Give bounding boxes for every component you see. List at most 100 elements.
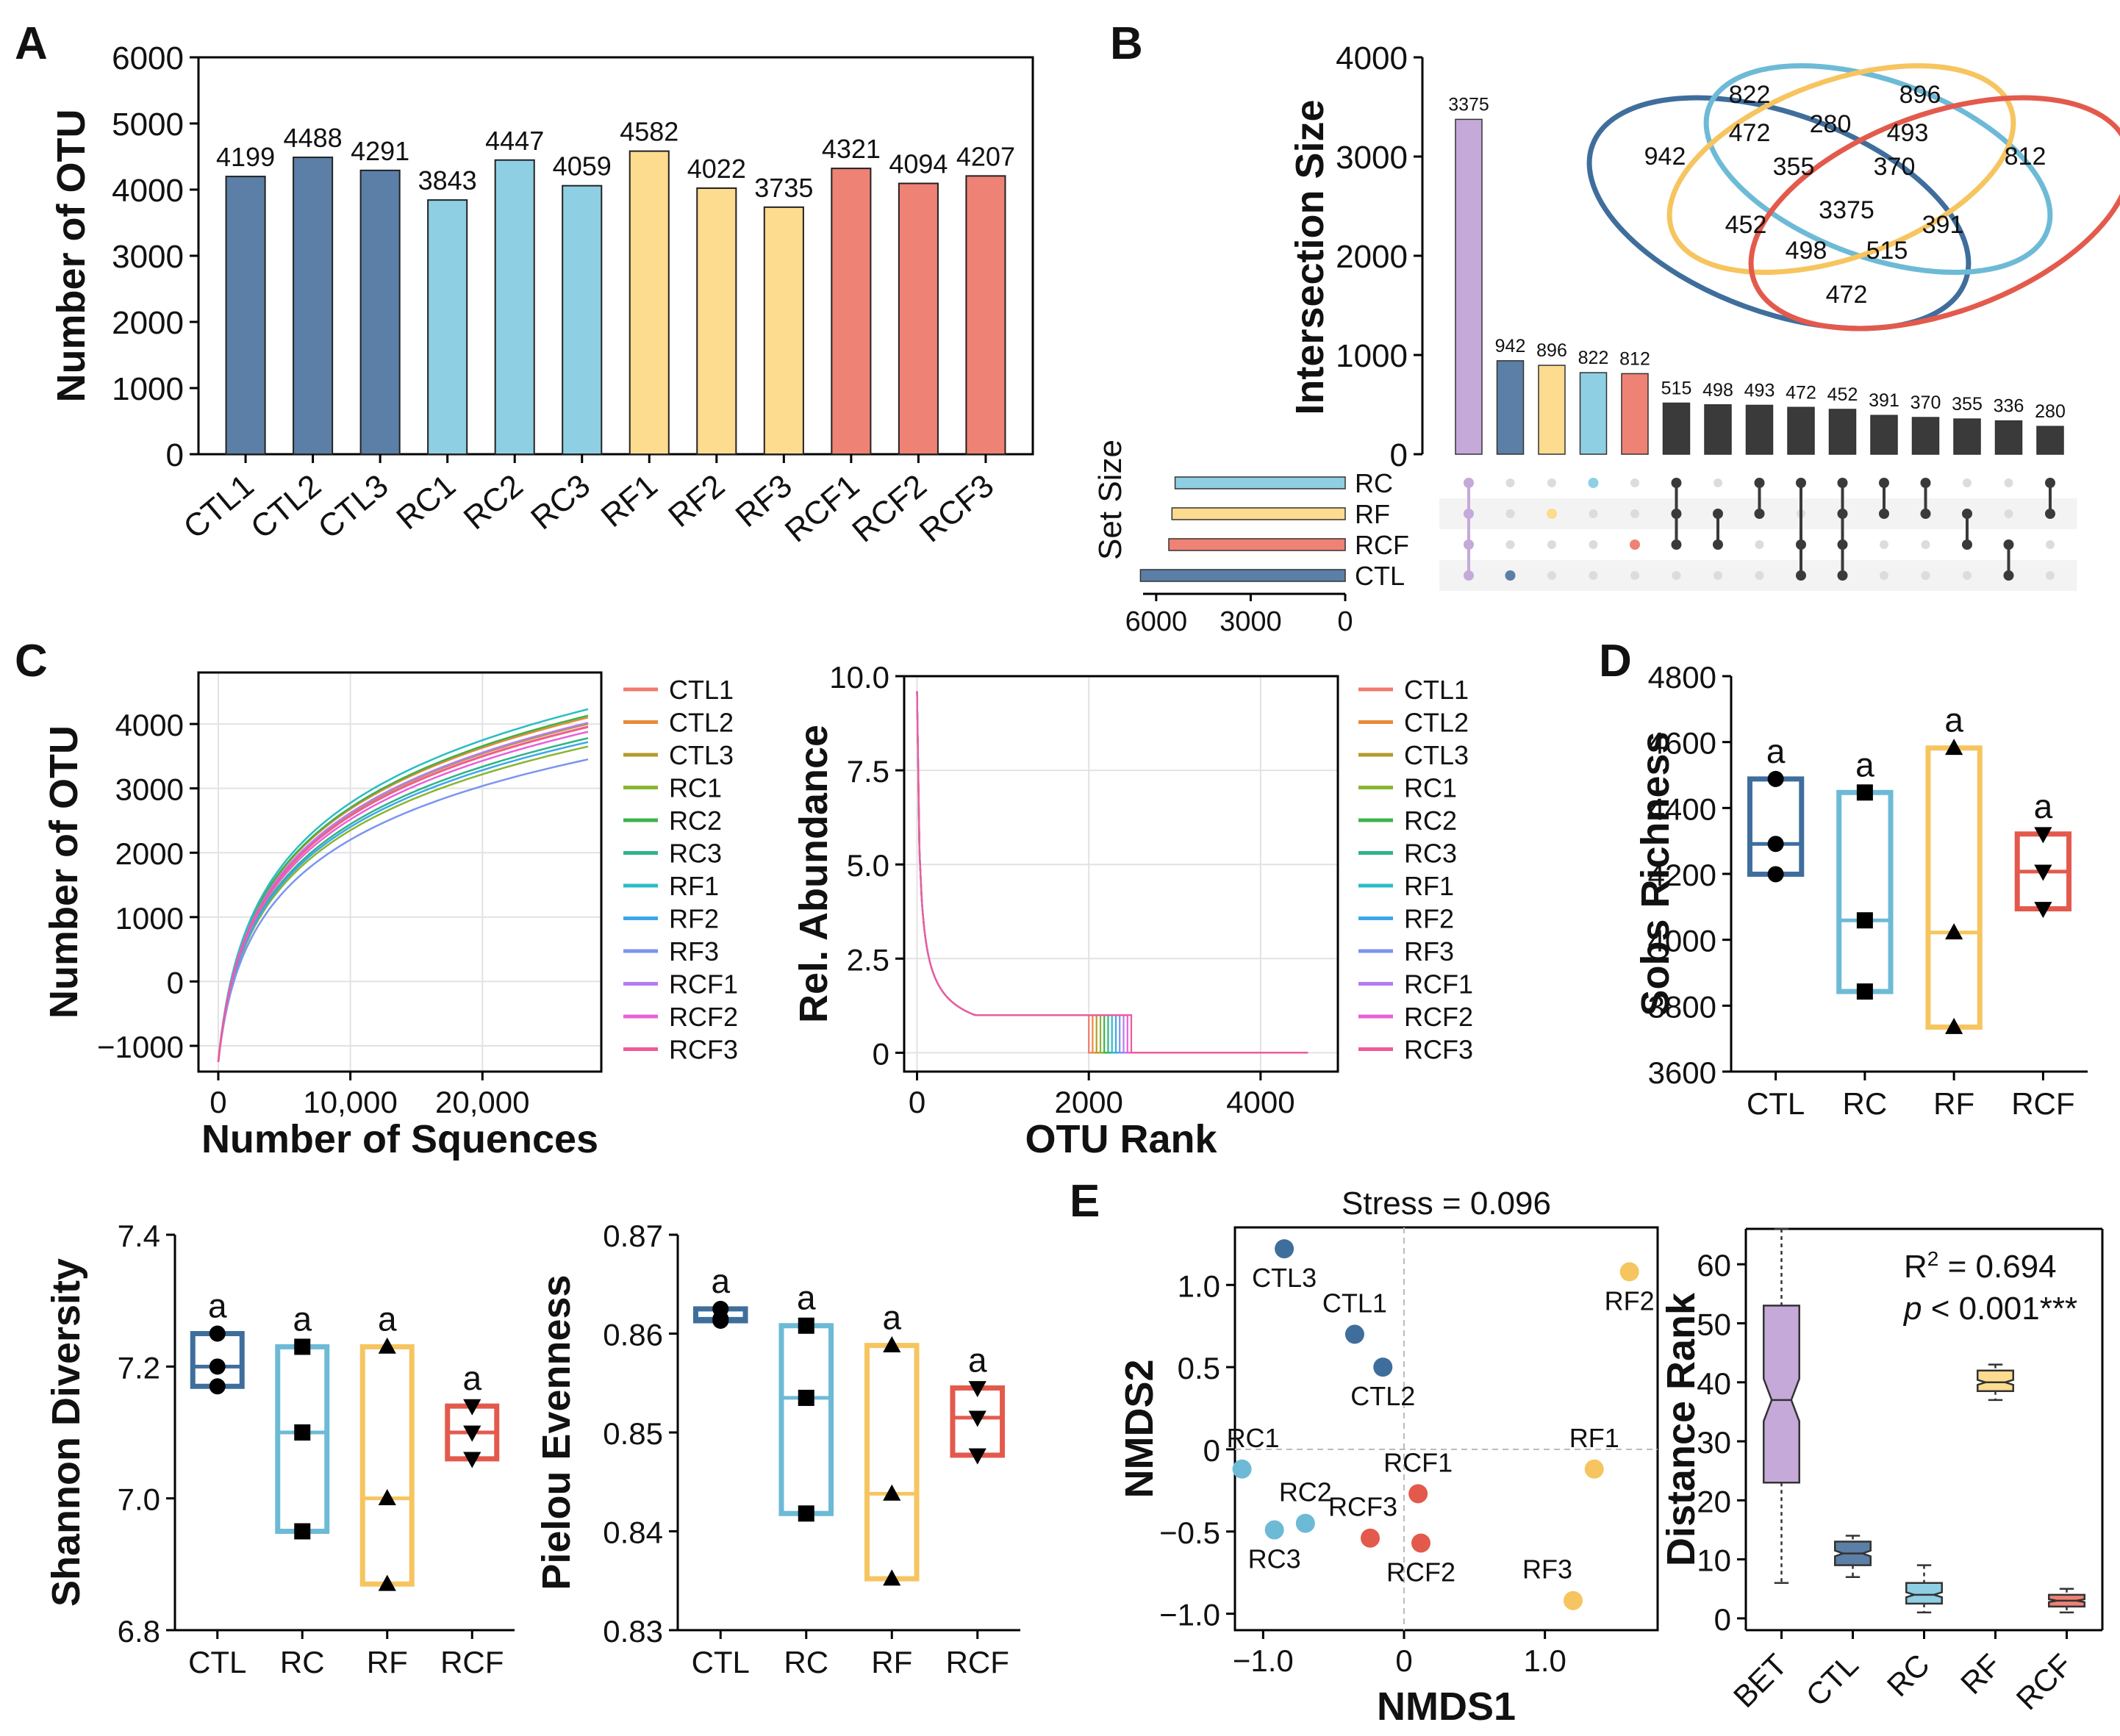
x-axis-label: Number of Squences	[201, 1117, 598, 1161]
significance-letter: a	[711, 1262, 730, 1300]
x-tick-label: RC1	[390, 467, 462, 537]
bar	[965, 175, 1006, 455]
legend-label: RC1	[1404, 773, 1457, 803]
y-tick-label: 0.5	[1178, 1351, 1220, 1385]
set-size-tick-label: 0	[1337, 606, 1353, 637]
intersection-bar	[1787, 406, 1815, 455]
x-tick-label: RC	[784, 1645, 828, 1679]
data-point	[1945, 923, 1963, 940]
matrix-dot	[1755, 540, 1764, 549]
data-point	[1295, 1513, 1315, 1533]
box	[1836, 789, 1894, 994]
y-axis-label: Number of OTU	[49, 110, 93, 403]
series-line	[916, 691, 1308, 1054]
sobs-richness-boxplot: 3600 3800 4000 4200 4400 4600 4800 Sobs Richnes…	[1633, 660, 2088, 1121]
legend-label: CTL2	[669, 708, 734, 738]
set-size-bar	[1174, 476, 1346, 489]
venn-count: 355	[1773, 153, 1815, 181]
matrix-dot	[1547, 571, 1556, 580]
x-tick-label: CTL2	[244, 467, 328, 546]
data-point	[1411, 1533, 1430, 1553]
data-point	[968, 1381, 986, 1398]
box	[359, 1344, 415, 1587]
panel-label-a: A	[15, 18, 48, 69]
x-tick-label: 0	[210, 1085, 226, 1119]
legend-label: CTL1	[1404, 675, 1469, 705]
data-point	[1361, 1528, 1380, 1548]
set-size-tick-label: 6000	[1125, 606, 1188, 637]
legend-label: CTL3	[669, 740, 734, 770]
venn-ellipse-rf	[1666, 63, 2016, 275]
y-axis-label: NMDS2	[1117, 1359, 1161, 1498]
data-point	[1584, 1459, 1604, 1479]
x-tick-label: 0	[1395, 1643, 1412, 1678]
significance-letter: a	[378, 1299, 397, 1338]
data-point	[294, 1424, 311, 1441]
y-tick-label: 3000	[115, 772, 184, 807]
set-label: RC	[1355, 468, 1393, 498]
x-tick-label: CTL	[1800, 1647, 1865, 1712]
matrix-dot	[1963, 478, 1972, 487]
point-label: RCF1	[1383, 1447, 1453, 1477]
y-tick-label: 4000	[112, 173, 184, 209]
point-label: RCF2	[1386, 1557, 1455, 1587]
set-size-bar	[1139, 569, 1346, 582]
data-point	[712, 1300, 729, 1317]
y-axis-label: Pielou Evenness	[534, 1274, 579, 1590]
x-axis-label: OTU Rank	[1025, 1117, 1217, 1161]
venn-ellipse-rc	[1703, 63, 2053, 275]
y-tick-label: 0.84	[603, 1516, 663, 1550]
data-point	[2034, 827, 2052, 844]
x-tick-label: RCF3	[913, 467, 1001, 549]
venn-count: 493	[1887, 119, 1929, 147]
y-tick-label: 7.5	[847, 754, 889, 789]
intersection-bar	[1455, 118, 1483, 455]
significance-letter: a	[882, 1299, 901, 1337]
x-tick-label: RCF	[2010, 1647, 2079, 1716]
y-axis-label: Number of OTU	[42, 725, 86, 1019]
data-point	[798, 1317, 814, 1334]
matrix-dot	[1505, 509, 1515, 518]
set-size-bar	[1168, 538, 1346, 551]
series-line	[916, 691, 1308, 1054]
series-line	[916, 691, 1308, 1054]
matrix-dot	[2004, 478, 2013, 487]
x-tick-label: RCF	[2011, 1086, 2074, 1121]
venn-count: 452	[1725, 211, 1767, 239]
matrix-dot	[1547, 540, 1556, 549]
y-axis-label: Rel. Abundance	[792, 725, 836, 1023]
x-tick-label: CTL1	[177, 467, 261, 546]
significance-letter: a	[968, 1341, 987, 1379]
bar-value-label: 498	[1702, 380, 1733, 401]
plot-frame	[1233, 1226, 1659, 1632]
venn-count: 942	[1644, 143, 1686, 171]
series-line	[916, 691, 1308, 1054]
point-label: RF2	[1605, 1285, 1655, 1316]
bar	[898, 182, 939, 455]
point-label: RF3	[1522, 1554, 1572, 1585]
bar-value-label: 391	[1869, 390, 1899, 411]
y-tick-label: 0	[167, 965, 184, 1000]
intersection-bar	[1496, 360, 1525, 455]
legend-label: CTL2	[1404, 708, 1469, 738]
y-tick-label: 4600	[1648, 726, 1716, 761]
data-point	[378, 1337, 396, 1354]
legend-label: CTL1	[669, 675, 734, 705]
panel-label-c: C	[15, 636, 48, 686]
matrix-dot	[1630, 509, 1639, 518]
venn-count: 896	[1899, 81, 1941, 109]
distance-rank-boxplot: 0 10 20 30 40 50 60 Distance Rank BET CTL RC RF RCF R…	[1659, 1227, 2104, 1716]
y-tick-label: 7.4	[118, 1219, 160, 1253]
set-size-bar	[1171, 507, 1346, 520]
x-tick-label: RCF	[946, 1645, 1009, 1679]
venn-count: 515	[1866, 237, 1908, 265]
matrix-dot	[2046, 540, 2055, 549]
data-point	[209, 1325, 226, 1342]
data-point	[968, 1448, 986, 1465]
box	[864, 1343, 920, 1582]
y-tick-label: 4800	[1648, 660, 1716, 695]
bar-value-label: 4059	[553, 151, 612, 182]
y-tick-label: 3000	[112, 239, 184, 275]
panel-label-b: B	[1110, 18, 1143, 69]
x-tick-label: RC	[1880, 1647, 1936, 1703]
